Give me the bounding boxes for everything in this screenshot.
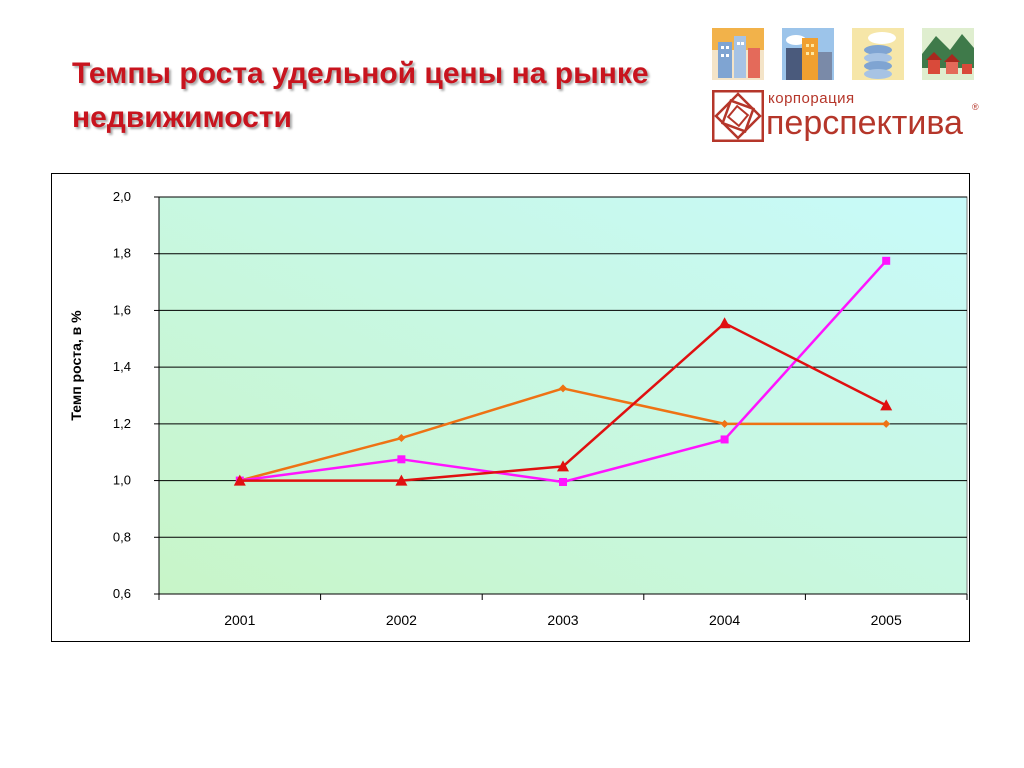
x-tick-label: 2001 <box>224 612 255 628</box>
logo-small-text: корпорация <box>768 90 855 107</box>
building-tile-icon <box>712 28 764 80</box>
series-1-point <box>720 419 729 428</box>
office-tile-icon <box>782 28 834 80</box>
plot-area <box>158 196 968 595</box>
series-2-point <box>720 435 729 444</box>
x-tick-label: 2003 <box>547 612 578 628</box>
logo-registered-mark: ® <box>972 102 979 112</box>
company-logo-icon <box>711 89 765 147</box>
y-axis-title: Темп роста, в % <box>68 310 84 421</box>
chart-frame: 0,6 0,8 1,0 1,2 1,4 1,6 1,8 2,0 2001 2002 2003 2004… <box>51 173 970 642</box>
line-chart: 0,6 0,8 1,0 1,2 1,4 1,6 1,8 2,0 2001 2002 2003 2004… <box>68 189 968 628</box>
logo-brand-text: перспектива <box>766 104 963 142</box>
houses-tile-icon <box>922 28 974 80</box>
y-tick-label: 2,0 <box>113 189 131 204</box>
series-2-point <box>559 477 567 486</box>
slide-title: Темпы роста удельной цены на рынке недви… <box>72 57 649 134</box>
x-tick-label: 2005 <box>871 612 902 628</box>
series-3-point <box>395 474 408 486</box>
x-tick-label: 2004 <box>709 612 740 628</box>
series-1-point <box>882 419 891 428</box>
x-tick-label: 2002 <box>386 612 417 628</box>
series-3-point <box>880 399 893 411</box>
series-3-point <box>557 460 569 472</box>
series-2-point <box>397 455 406 464</box>
y-tick-label: 1,8 <box>113 246 131 261</box>
series-1-point <box>559 384 567 393</box>
series-1-point <box>397 434 406 443</box>
y-tick-label: 1,2 <box>113 416 131 431</box>
series-3-point <box>718 317 731 329</box>
y-tick-label: 0,6 <box>113 586 131 601</box>
y-tick-label: 0,8 <box>113 529 131 544</box>
tower-tile-icon <box>852 28 904 80</box>
y-tick-label: 1,0 <box>113 473 131 488</box>
y-tick-label: 1,4 <box>113 359 131 374</box>
series-3-point <box>233 474 246 486</box>
y-tick-label: 1,6 <box>113 302 131 317</box>
series-2-point <box>882 256 891 265</box>
